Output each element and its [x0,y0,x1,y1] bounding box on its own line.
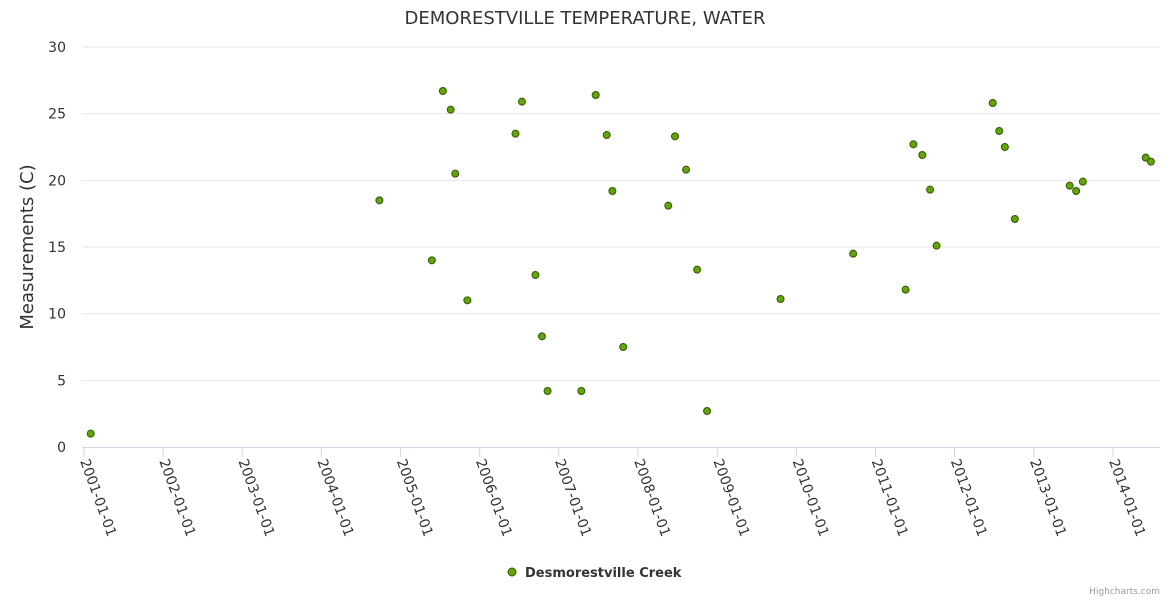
data-point[interactable] [591,91,600,99]
data-point[interactable] [909,140,918,149]
data-point[interactable] [517,97,526,106]
series-desmorestville-creek[interactable] [86,87,1155,438]
data-point[interactable] [988,99,997,107]
y-tick-label: 30 [48,40,66,56]
data-point[interactable] [926,185,935,194]
legend[interactable]: Desmorestville Creek [507,566,682,581]
data-point[interactable] [901,285,910,294]
data-point[interactable] [619,343,628,351]
y-tick-label: 25 [48,107,66,123]
legend-marker[interactable] [507,567,517,577]
data-point[interactable] [427,256,436,265]
credits-link[interactable]: Highcharts.com [1089,587,1160,597]
grid-lines [82,46,1160,381]
data-point[interactable] [543,387,552,395]
y-tick-label: 15 [48,240,66,256]
data-point[interactable] [995,127,1004,135]
data-point[interactable] [1065,181,1074,190]
data-point[interactable] [537,332,546,341]
data-point[interactable] [1010,215,1019,223]
data-point[interactable] [849,249,858,258]
y-tick-label: 0 [57,440,66,456]
data-point[interactable] [511,129,520,138]
data-point[interactable] [577,387,586,395]
data-point[interactable] [1146,157,1155,166]
data-point[interactable] [776,295,785,303]
data-point[interactable] [1000,143,1009,151]
y-tick-label: 10 [48,307,66,323]
data-point[interactable] [703,407,712,415]
y-tick-label: 20 [48,173,66,189]
data-point[interactable] [438,87,447,95]
y-axis: 0 5 10 15 20 25 30 [48,40,66,456]
data-point[interactable] [693,265,702,274]
data-point[interactable] [451,169,460,178]
legend-item-label[interactable]: Desmorestville Creek [525,566,682,581]
data-point[interactable] [375,196,384,205]
data-point[interactable] [86,429,95,438]
data-point[interactable] [664,201,673,210]
y-axis-label: Measurements (C) [17,164,38,329]
y-tick-label: 5 [57,373,66,389]
data-point[interactable] [446,105,455,114]
data-point[interactable] [671,132,680,141]
data-point[interactable] [602,131,611,139]
data-point[interactable] [1141,153,1150,162]
chart-title: DEMORESTVILLE TEMPERATURE, WATER [405,8,766,29]
data-point[interactable] [608,187,617,195]
data-point[interactable] [531,271,540,279]
data-point[interactable] [463,296,472,305]
data-point[interactable] [932,241,941,250]
data-point[interactable] [1072,187,1081,195]
data-point[interactable] [1078,177,1087,186]
data-point[interactable] [682,165,691,174]
data-point[interactable] [918,151,927,159]
